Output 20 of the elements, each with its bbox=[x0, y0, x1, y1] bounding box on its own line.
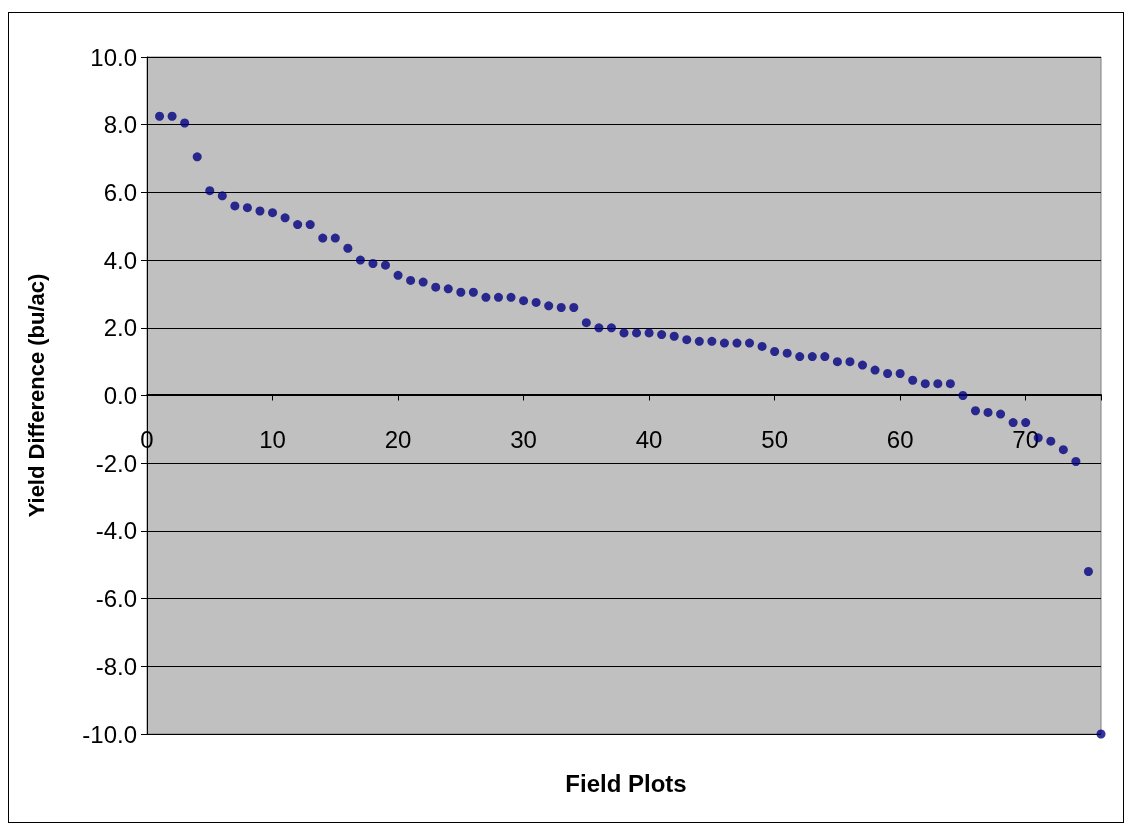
y-tick-label: 6.0 bbox=[103, 178, 137, 206]
x-tick-label: 50 bbox=[761, 426, 788, 453]
y-tick-label: 2.0 bbox=[103, 314, 137, 342]
y-tick-label: -6.0 bbox=[95, 585, 137, 613]
x-tick-label: 70 bbox=[1012, 426, 1040, 453]
x-tick-label: 60 bbox=[886, 426, 914, 453]
y-tick-label: -8.0 bbox=[95, 652, 137, 680]
y-tick-label: 4.0 bbox=[103, 246, 137, 274]
x-tick-label: 10 bbox=[259, 426, 286, 453]
x-tick-label: 30 bbox=[510, 426, 537, 453]
y-tick-label: -10.0 bbox=[82, 720, 137, 748]
y-tick-label: 8.0 bbox=[103, 111, 137, 139]
y-tick-label: 10.0 bbox=[90, 43, 137, 71]
y-tick-label: -2.0 bbox=[95, 449, 137, 477]
x-tick-label: 20 bbox=[384, 426, 412, 453]
y-tick-label: -4.0 bbox=[95, 517, 137, 545]
x-tick-label: 40 bbox=[635, 426, 663, 453]
x-axis-title: Field Plots bbox=[565, 769, 687, 797]
y-axis-title: Yield Difference (bu/ac) bbox=[23, 273, 49, 518]
y-tick-label: 0.0 bbox=[103, 382, 137, 409]
